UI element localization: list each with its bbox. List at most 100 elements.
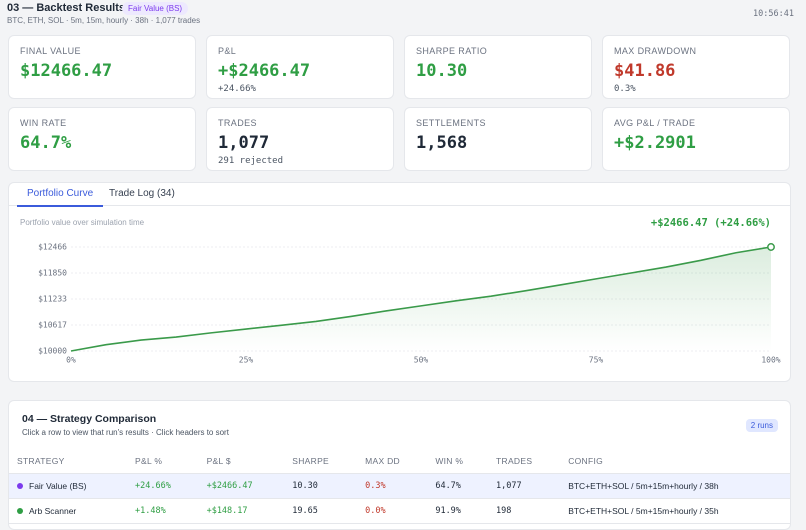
stat-sub: +24.66%: [218, 84, 256, 94]
x-tick-label: 25%: [239, 356, 254, 365]
cell-text: 198: [496, 506, 512, 516]
table-cell: +$148.17: [198, 498, 285, 524]
tab[interactable]: Portfolio Curve: [17, 183, 104, 207]
chart-annotation: +$2466.47 (+24.66%): [651, 217, 771, 229]
y-tick-label: $10000: [38, 347, 67, 356]
stat-card: FINAL VALUE $12466.47: [8, 35, 196, 99]
line-chart: Portfolio value over simulation time +$2…: [20, 217, 781, 365]
stat-value: 1,077: [218, 133, 270, 153]
column-header[interactable]: SHARPE: [284, 449, 358, 474]
strategy-dot: [17, 483, 23, 489]
cell-text: 10.30: [292, 481, 318, 491]
stat-label: P&L: [218, 46, 237, 56]
column-header[interactable]: CONFIG: [560, 449, 790, 474]
table-cell: 0.3%: [357, 473, 428, 499]
stat-label: AVG P&L / TRADE: [614, 118, 696, 128]
column-header[interactable]: STRATEGY: [9, 449, 128, 474]
cell-text: 19.65: [292, 506, 318, 516]
cell-text: 64.7%: [435, 481, 461, 491]
table-wrap: STRATEGY P&L % P&L $ SHARPE MAX DD WIN % TRADE…: [9, 449, 790, 524]
x-tick-label: 50%: [414, 356, 429, 365]
cell-text: 91.9%: [435, 506, 461, 516]
table-cell: BTC+ETH+SOL / 5m+15m+hourly / 35h: [560, 498, 790, 524]
table-cell: 0.0%: [357, 498, 428, 524]
section-title: 04 — Strategy Comparison: [22, 413, 157, 425]
stat-label: TRADES: [218, 118, 257, 128]
stat-card: WIN RATE 64.7%: [8, 107, 196, 171]
header-row: STRATEGY P&L % P&L $ SHARPE MAX DD WIN % TRADE…: [9, 449, 790, 474]
column-header[interactable]: WIN %: [427, 449, 489, 474]
strategy-row[interactable]: Fair Value (BS) +24.66% +$2466.47 10.30 0.3%…: [9, 473, 790, 499]
stat-label: MAX DRAWDOWN: [614, 46, 697, 56]
y-tick-label: $11233: [38, 295, 67, 304]
stat-label: SHARPE RATIO: [416, 46, 488, 56]
stat-value: 1,568: [416, 133, 468, 153]
page-title: 03 — Backtest Results: [7, 2, 125, 14]
x-tick-label: 0%: [66, 356, 76, 365]
page: 03 — Backtest Results Fair Value (BS) BT…: [7, 2, 794, 530]
stat-value: 10.30: [416, 61, 468, 81]
table-cell: Arb Scanner: [9, 498, 128, 524]
stat-sub: 0.3%: [614, 84, 636, 94]
section-subtitle: Click a row to view that run's results ·…: [22, 428, 229, 437]
stat-value: $12466.47: [20, 61, 113, 81]
chart-subtitle: Portfolio value over simulation time: [20, 218, 145, 227]
stat-label: WIN RATE: [20, 118, 67, 128]
cell-text: 1,077: [496, 481, 522, 491]
stat-card: AVG P&L / TRADE +$2.2901: [602, 107, 790, 171]
stat-value: 64.7%: [20, 133, 72, 153]
x-tick-label: 75%: [589, 356, 604, 365]
clock: 10:56:41: [753, 9, 794, 19]
cell-text: +$148.17: [206, 506, 248, 516]
cell-text: 0.0%: [365, 506, 386, 516]
cell-text: Arb Scanner: [29, 506, 77, 516]
y-tick-label: $12466: [38, 243, 67, 252]
stat-value: $41.86: [614, 61, 676, 81]
tab[interactable]: Trade Log (34): [109, 188, 175, 199]
column-header[interactable]: MAX DD: [357, 449, 428, 474]
column-header[interactable]: P&L %: [127, 449, 199, 474]
stat-label: FINAL VALUE: [20, 46, 81, 56]
cell-text: 0.3%: [365, 481, 386, 491]
stat-card: SHARPE RATIO 10.30: [404, 35, 592, 99]
stat-card: MAX DRAWDOWN $41.86 0.3%: [602, 35, 790, 99]
table-cell: 19.65: [284, 498, 358, 524]
column-header[interactable]: TRADES: [488, 449, 561, 474]
tab-divider: [9, 205, 790, 206]
stat-card: TRADES 1,077 291 rejected: [206, 107, 394, 171]
area-fill: [71, 247, 771, 351]
stat-card: P&L +$2466.47 +24.66%: [206, 35, 394, 99]
cell-text: +1.48%: [135, 506, 166, 516]
cell-text: +$2466.47: [206, 481, 253, 491]
stat-label: SETTLEMENTS: [416, 118, 486, 128]
stat-value: +$2466.47: [218, 61, 311, 81]
page-subtitle: BTC, ETH, SOL · 5m, 15m, hourly · 38h · …: [7, 16, 201, 25]
strategy-dot: [17, 508, 23, 514]
x-tick-label: 100%: [761, 356, 780, 365]
chart-panel: Portfolio Curve Trade Log (34) Portfolio…: [8, 182, 791, 382]
table-cell: BTC+ETH+SOL / 5m+15m+hourly / 38h: [560, 473, 790, 499]
runs-badge: 2 runs: [745, 419, 778, 432]
table-cell: Fair Value (BS): [9, 473, 128, 499]
column-header[interactable]: P&L $: [198, 449, 285, 474]
cell-text: Fair Value (BS): [29, 481, 87, 491]
y-tick-label: $11850: [38, 268, 67, 277]
line: [70, 246, 772, 352]
table-cell: 1,077: [488, 473, 561, 499]
table-cell: +$2466.47: [198, 473, 285, 499]
stat-sub: 291 rejected: [218, 156, 284, 166]
stat-card: SETTLEMENTS 1,568: [404, 107, 592, 171]
table-cell: 64.7%: [427, 473, 489, 499]
y-tick-label: $10617: [38, 320, 67, 329]
strategy-badge: Fair Value (BS): [122, 2, 189, 15]
comparison-table: STRATEGY P&L % P&L $ SHARPE MAX DD WIN % TRADE…: [9, 449, 790, 524]
table-cell: 91.9%: [427, 498, 489, 524]
table-cell: 10.30: [284, 473, 358, 499]
cell-text: +24.66%: [135, 481, 171, 491]
table-cell: +1.48%: [127, 498, 199, 524]
table-cell: 198: [488, 498, 561, 524]
strategy-row[interactable]: Arb Scanner +1.48% +$148.17 19.65 0.0% 91.9% 1…: [9, 498, 790, 524]
cell-text: BTC+ETH+SOL / 5m+15m+hourly / 35h: [568, 506, 719, 516]
end-marker: [767, 243, 775, 251]
stat-value: +$2.2901: [614, 133, 696, 153]
